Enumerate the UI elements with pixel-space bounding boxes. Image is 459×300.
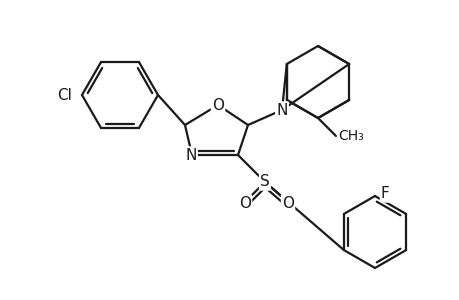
- Text: CH₃: CH₃: [337, 129, 363, 143]
- Text: Cl: Cl: [57, 88, 72, 103]
- Text: F: F: [380, 187, 389, 202]
- Text: O: O: [281, 196, 293, 211]
- Text: S: S: [259, 175, 269, 190]
- Text: O: O: [212, 98, 224, 112]
- Text: O: O: [239, 196, 251, 211]
- Text: N: N: [185, 148, 196, 163]
- Text: N: N: [276, 103, 287, 118]
